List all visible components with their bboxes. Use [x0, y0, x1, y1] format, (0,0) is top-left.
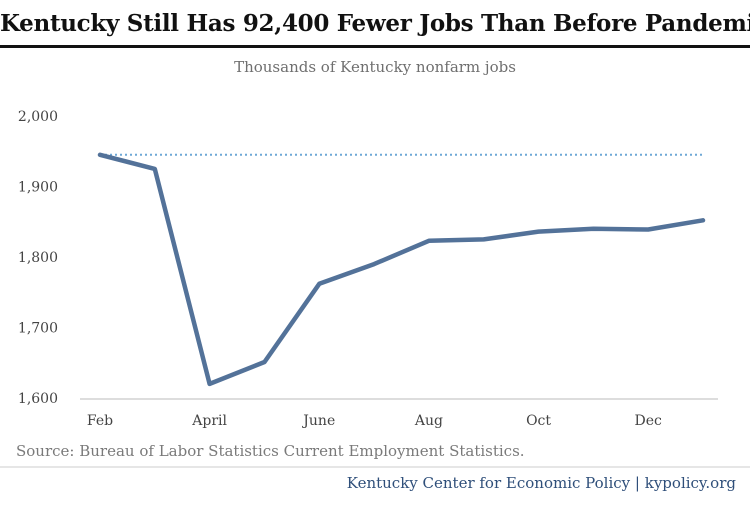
x-axis-tick-labels: Feb April June Aug Oct Dec [87, 413, 662, 429]
y-tick-label: 1,700 [18, 321, 58, 337]
chart-title: Kentucky Still Has 92,400 Fewer Jobs Tha… [0, 10, 750, 37]
y-tick-label: 1,600 [18, 391, 58, 407]
source-note: Source: Bureau of Labor Statistics Curre… [16, 442, 525, 460]
x-tick-label: Oct [526, 413, 551, 429]
footer-divider [0, 466, 750, 468]
publisher-credit: Kentucky Center for Economic Policy | ky… [346, 474, 736, 492]
chart-subtitle: Thousands of Kentucky nonfarm jobs [234, 58, 516, 76]
x-tick-label: June [301, 413, 335, 429]
y-axis-tick-labels: 1,600 1,700 1,800 1,900 2,000 [18, 109, 58, 407]
title-divider [0, 45, 750, 48]
x-tick-label: April [191, 413, 227, 429]
x-tick-label: Dec [635, 413, 663, 429]
series-line-nonfarm-jobs [97, 152, 706, 387]
x-tick-label: Feb [87, 413, 113, 429]
y-tick-label: 1,800 [18, 250, 58, 266]
y-tick-label: 1,900 [18, 180, 58, 196]
y-tick-label: 2,000 [18, 109, 58, 125]
x-tick-label: Aug [414, 413, 443, 429]
